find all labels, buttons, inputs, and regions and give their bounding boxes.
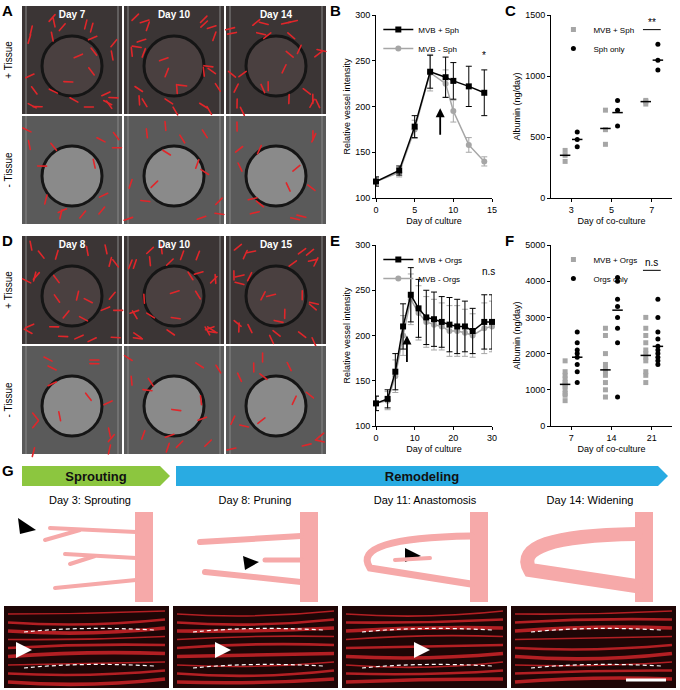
svg-text:n.s: n.s [482, 266, 495, 277]
svg-text:0: 0 [373, 205, 378, 215]
svg-text:MVB + Orgs: MVB + Orgs [593, 256, 637, 265]
svg-text:10: 10 [410, 433, 420, 443]
svg-text:Day 7: Day 7 [59, 9, 86, 20]
svg-text:0: 0 [540, 421, 545, 431]
svg-text:Day 10: Day 10 [158, 9, 191, 20]
svg-text:Day 8: Pruning: Day 8: Pruning [219, 494, 292, 506]
svg-text:Orgs only: Orgs only [593, 275, 627, 284]
svg-text:*: * [482, 50, 486, 61]
svg-text:0: 0 [373, 433, 378, 443]
svg-text:5000: 5000 [525, 240, 545, 250]
html-text:D: D [2, 232, 13, 249]
svg-text:Day 14: Day 14 [260, 9, 293, 20]
html-text:A: A [2, 2, 13, 19]
svg-text:Day 10: Day 10 [158, 239, 191, 250]
svg-text:1000: 1000 [525, 385, 545, 395]
svg-text:Sprouting: Sprouting [65, 469, 126, 484]
svg-text:150: 150 [355, 376, 370, 386]
svg-text:15: 15 [487, 205, 497, 215]
svg-text:3000: 3000 [525, 313, 545, 323]
html-text:G: G [2, 462, 14, 479]
svg-text:Day 15: Day 15 [260, 239, 293, 250]
svg-text:500: 500 [530, 132, 545, 142]
svg-text:MVB + Sph: MVB + Sph [593, 26, 634, 35]
svg-text:**: ** [648, 17, 656, 28]
svg-text:MVB + Orgs: MVB + Orgs [418, 256, 462, 265]
svg-text:Relative vessel intensity: Relative vessel intensity [342, 287, 352, 384]
svg-text:14: 14 [606, 433, 616, 443]
svg-text:2000: 2000 [525, 349, 545, 359]
svg-text:250: 250 [355, 56, 370, 66]
svg-text:Day of culture: Day of culture [406, 216, 462, 226]
svg-text:21: 21 [647, 433, 657, 443]
svg-text:3: 3 [569, 205, 574, 215]
svg-text:30: 30 [487, 433, 497, 443]
svg-text:Albumin (ng/day): Albumin (ng/day) [512, 301, 522, 369]
svg-text:Day of co-culture: Day of co-culture [577, 216, 645, 226]
svg-text:- Tissue: - Tissue [3, 152, 14, 187]
svg-text:MVB + Sph: MVB + Sph [418, 26, 459, 35]
svg-text:Albumin (ng/day): Albumin (ng/day) [512, 72, 522, 140]
svg-text:20: 20 [448, 433, 458, 443]
svg-text:Relative vessel intensity: Relative vessel intensity [342, 58, 352, 155]
svg-text:n.s: n.s [645, 257, 658, 268]
svg-text:Day 3: Sprouting: Day 3: Sprouting [49, 494, 131, 506]
svg-text:300: 300 [355, 240, 370, 250]
svg-text:Day of culture: Day of culture [406, 444, 462, 454]
svg-text:7: 7 [649, 205, 654, 215]
svg-text:Day 8: Day 8 [59, 239, 86, 250]
svg-text:Sph only: Sph only [593, 45, 624, 54]
svg-text:150: 150 [355, 147, 370, 157]
svg-text:MVB - Sph: MVB - Sph [418, 45, 457, 54]
html-text:E: E [330, 232, 340, 249]
svg-text:5: 5 [412, 205, 417, 215]
svg-text:200: 200 [355, 331, 370, 341]
svg-text:300: 300 [355, 10, 370, 20]
svg-text:250: 250 [355, 285, 370, 295]
svg-text:- Tissue: - Tissue [3, 382, 14, 417]
svg-text:100: 100 [355, 193, 370, 203]
svg-text:4000: 4000 [525, 276, 545, 286]
svg-text:0: 0 [540, 193, 545, 203]
svg-text:Day 11: Anastomosis: Day 11: Anastomosis [374, 494, 477, 506]
svg-text:Day 14: Widening: Day 14: Widening [547, 494, 634, 506]
svg-text:5: 5 [609, 205, 614, 215]
html-text:F: F [505, 232, 515, 249]
html-text:C: C [505, 2, 516, 19]
svg-text:Day of co-culture: Day of co-culture [577, 444, 645, 454]
svg-text:Remodeling: Remodeling [385, 469, 459, 484]
svg-text:1500: 1500 [525, 10, 545, 20]
svg-text:+ Tissue: + Tissue [3, 41, 14, 79]
svg-text:+ Tissue: + Tissue [3, 271, 14, 309]
svg-text:7: 7 [569, 433, 574, 443]
html-text:B: B [330, 2, 341, 19]
svg-text:200: 200 [355, 102, 370, 112]
svg-text:MVB - Orgs: MVB - Orgs [418, 275, 460, 284]
svg-text:1000: 1000 [525, 71, 545, 81]
svg-text:10: 10 [448, 205, 458, 215]
svg-text:100: 100 [355, 421, 370, 431]
